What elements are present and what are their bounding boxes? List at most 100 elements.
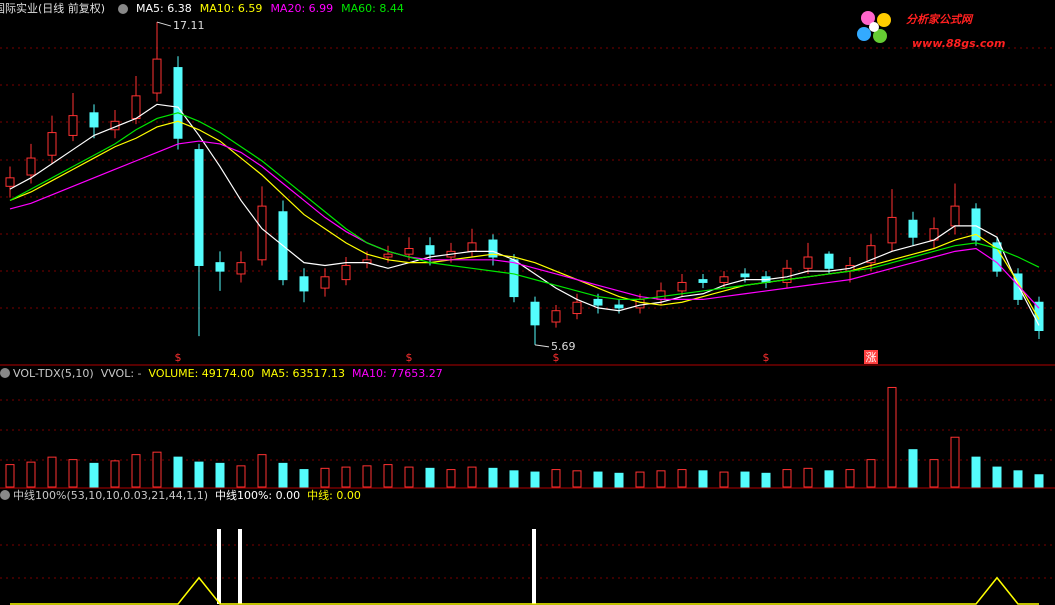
volume-bar: [299, 469, 309, 488]
volume-bar: [845, 469, 855, 488]
annotation: 5.69: [551, 340, 576, 353]
chart-title: 国际实业(日线 前复权): [0, 1, 105, 15]
marker: $: [763, 351, 770, 364]
toggle-icon: [0, 490, 10, 500]
volume-bar: [950, 436, 960, 488]
toggle-icon: [118, 4, 128, 14]
toggle-icon: [0, 368, 10, 378]
candle-body: [215, 262, 225, 272]
candle-body: [866, 245, 876, 264]
candle-body: [194, 149, 204, 266]
volume-bar: [698, 470, 708, 488]
candle-body: [551, 310, 561, 323]
volume-bar: [509, 470, 519, 488]
marker: $: [553, 351, 560, 364]
volume-bar: [1034, 474, 1044, 488]
candle-body: [509, 259, 519, 298]
candle-body: [740, 273, 750, 278]
ma-line: [9, 103, 1040, 326]
candle-body: [971, 208, 981, 241]
candle-body: [1034, 301, 1044, 332]
volume-header: VOLUME: 49174.00: [149, 367, 255, 380]
volume-bar: [488, 467, 498, 488]
volume-bar: [68, 459, 78, 488]
candle-body: [530, 301, 540, 326]
candle-body: [887, 216, 897, 244]
volume-bar: [215, 462, 225, 488]
volume-bar: [740, 471, 750, 488]
candle-body: [26, 157, 36, 176]
candle-body: [698, 279, 708, 283]
volume-bar: [992, 466, 1002, 488]
volume-bar: [467, 466, 477, 488]
volume-bar: [1013, 470, 1023, 488]
candle-body: [1013, 273, 1023, 300]
candle-body: [257, 205, 267, 261]
marker: 涨: [866, 351, 877, 364]
volume-header: VOL-TDX(5,10): [13, 367, 94, 380]
volume-header: MA5: 63517.13: [261, 367, 345, 380]
indicator-line: [10, 576, 1039, 605]
candle-body: [68, 115, 78, 136]
volume-bar: [908, 449, 918, 488]
candle-body: [719, 276, 729, 283]
candle-body: [908, 219, 918, 238]
candle-body: [89, 112, 99, 128]
annotation: 17.11: [173, 19, 205, 32]
volume-bar: [614, 472, 624, 488]
annotation-leader: [156, 21, 172, 27]
ma-line: [9, 112, 1040, 301]
candle-body: [635, 298, 645, 309]
volume-bar: [446, 469, 456, 488]
volume-bar: [362, 465, 372, 488]
ma-line: [9, 140, 1040, 309]
volume-bar: [341, 466, 351, 488]
logo-url: www.88gs.com: [912, 37, 1005, 50]
candle-body: [299, 276, 309, 292]
ma-line: [9, 120, 1040, 320]
volume-bar: [635, 471, 645, 488]
volume-bar: [803, 467, 813, 488]
volume-bar: [236, 465, 246, 488]
volume-bar: [929, 459, 939, 488]
volume-bar: [26, 461, 36, 488]
candle-body: [677, 281, 687, 292]
volume-header: VVOL: -: [101, 367, 142, 380]
volume-bar: [971, 456, 981, 488]
volume-bar: [551, 469, 561, 488]
annotation-leader: [534, 344, 550, 348]
volume-bar: [572, 470, 582, 488]
indicator-header: 中线: 0.00: [307, 488, 361, 502]
volume-bar: [425, 467, 435, 488]
volume-header: MA10: 77653.27: [352, 367, 443, 380]
candle-body: [656, 290, 666, 300]
volume-bar: [761, 472, 771, 488]
candle-body: [152, 58, 162, 94]
volume-bar: [5, 464, 15, 488]
legend-entry: MA60: 8.44: [341, 2, 404, 15]
candle-body: [425, 245, 435, 255]
candle-body: [131, 95, 141, 119]
volume-bar: [530, 471, 540, 488]
marker: $: [406, 351, 413, 364]
volume-bar: [194, 461, 204, 488]
candle-body: [992, 242, 1002, 272]
candle-body: [593, 298, 603, 306]
logo-name: 分析家公式网: [906, 13, 974, 26]
candle-body: [47, 132, 57, 156]
volume-bar: [866, 459, 876, 488]
candle-body: [236, 262, 246, 275]
volume-bar: [782, 469, 792, 488]
indicator-header: 中线100%(53,10,10,0.03,21,44,1,1): [13, 488, 208, 502]
marker-box: [864, 350, 878, 364]
legend-entry: MA20: 6.99: [270, 2, 333, 15]
volume-bar: [719, 471, 729, 488]
logo: 分析家公式网 www.88gs.com: [857, 11, 1005, 50]
volume-bar: [110, 460, 120, 488]
volume-bar: [152, 451, 162, 488]
candle-body: [341, 264, 351, 281]
candle-body: [383, 253, 393, 258]
volume-bar: [887, 386, 897, 488]
indicator-header: 中线100%: 0.00: [215, 488, 300, 502]
